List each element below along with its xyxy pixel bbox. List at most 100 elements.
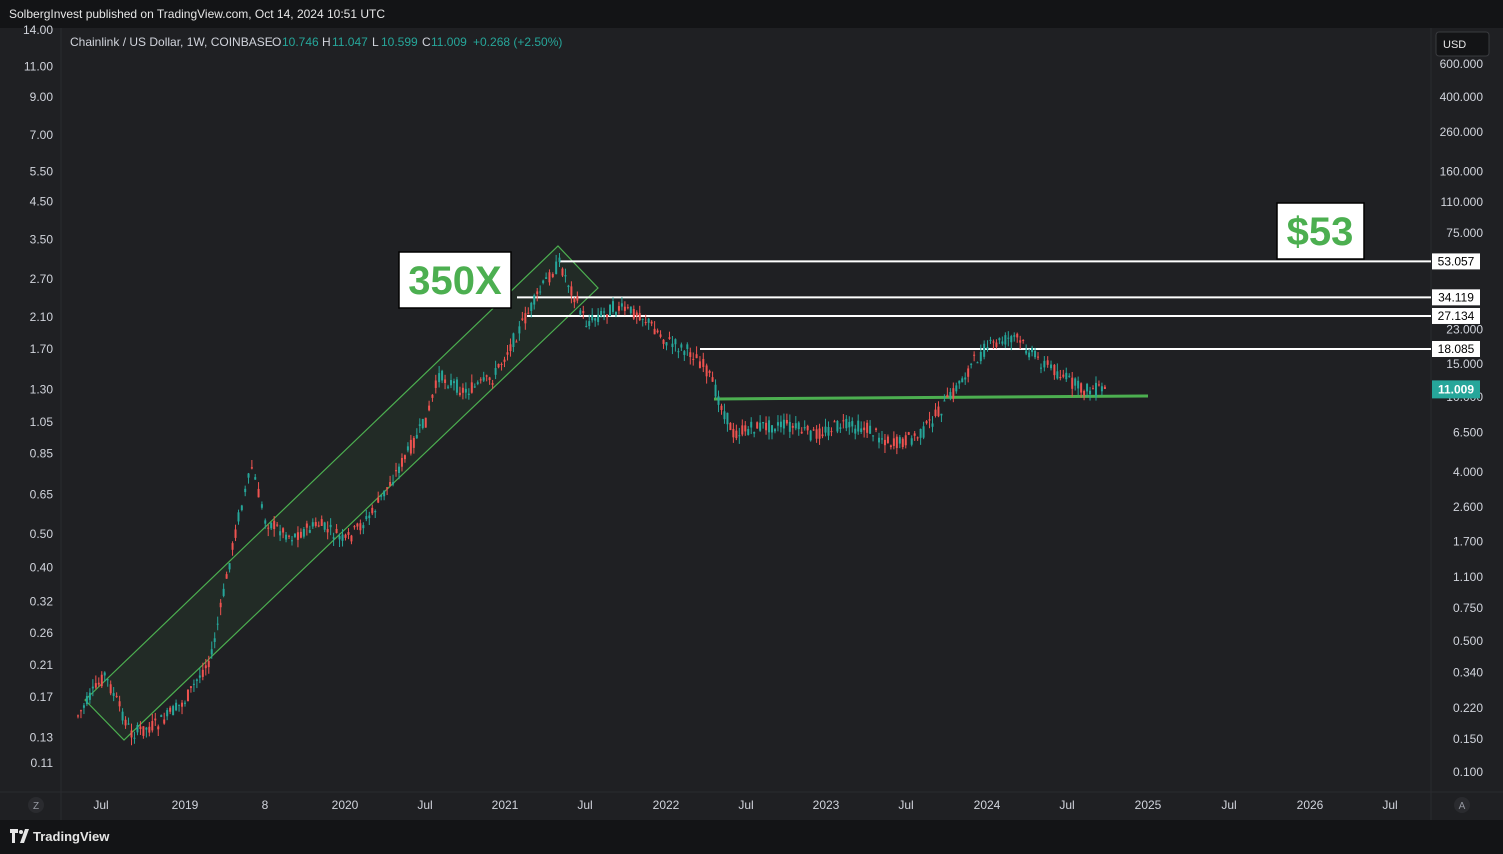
candle-body	[711, 377, 714, 382]
candle-body	[488, 377, 491, 381]
candle-body	[521, 318, 524, 320]
candle-body	[617, 306, 620, 311]
candle-body	[509, 344, 512, 351]
candle-body	[671, 343, 674, 348]
candle-body	[418, 424, 421, 426]
candle-body	[910, 438, 913, 445]
candle-body	[527, 312, 530, 314]
candle-body	[273, 520, 276, 530]
candle-body	[94, 683, 97, 688]
candle-body	[606, 314, 609, 318]
candle-body	[680, 344, 683, 348]
time-axis[interactable]: Jul 2019 8 2020 Jul 2021 Jul 2022 Jul 2023 Jul 2024…	[93, 798, 1397, 812]
right-tick-label: 400.000	[1440, 90, 1484, 104]
candle-body	[756, 422, 759, 429]
candle-body	[729, 422, 732, 431]
candle-body	[827, 427, 830, 436]
candle-body	[702, 358, 705, 367]
candle-body	[937, 406, 940, 417]
candle-body	[133, 737, 136, 739]
candle-body	[365, 516, 368, 520]
candle-body	[717, 396, 720, 405]
candle-body	[314, 522, 317, 526]
low-label: L	[372, 35, 379, 49]
candle-body	[368, 515, 371, 519]
left-price-axis[interactable]: 14.00 11.00 9.00 7.00 5.50 4.50 3.50 2.70 2.10 1.…	[23, 23, 53, 770]
candle-body	[665, 342, 668, 346]
candle-body	[112, 693, 115, 696]
candle-body	[142, 726, 145, 736]
time-tick-label: 2022	[653, 798, 680, 812]
candle-body	[282, 528, 285, 533]
candle-body	[240, 505, 243, 511]
candle-body	[629, 306, 632, 314]
candle-body	[250, 467, 253, 469]
time-tick-label: Jul	[93, 798, 108, 812]
candle-body	[494, 368, 497, 375]
left-tick-label: 14.00	[23, 23, 53, 37]
publisher-line: SolbergInvest published on TradingView.c…	[9, 7, 386, 21]
candle-body	[1034, 350, 1037, 358]
candle-body	[872, 435, 875, 437]
candle-body	[344, 534, 347, 538]
gain-text: 350X	[408, 259, 502, 303]
candle-body	[836, 420, 839, 432]
candle-body	[686, 344, 689, 349]
left-tick-label: 2.70	[30, 272, 54, 286]
candle-body	[922, 426, 925, 438]
candle-body	[970, 363, 973, 365]
candle-body	[210, 649, 213, 655]
candle-body	[438, 373, 441, 383]
candle-body	[839, 427, 842, 429]
candle-body	[973, 354, 976, 356]
candle-body	[800, 431, 803, 434]
candle-body	[1004, 335, 1007, 345]
candle-body	[323, 522, 326, 530]
right-price-axis[interactable]: 600.000 400.000 260.000 160.000 110.000 75.00…	[1440, 57, 1484, 779]
candle-body	[1028, 352, 1031, 358]
publisher-bar: SolbergInvest published on TradingView.c…	[0, 0, 1503, 28]
level-badge	[1432, 289, 1480, 306]
candle-body	[875, 428, 878, 430]
candle-body	[821, 434, 824, 437]
candle-body	[264, 520, 267, 524]
auto-scale-button[interactable]: A	[1454, 797, 1470, 813]
tradingview-logo-icon	[10, 829, 29, 843]
candle-body	[398, 466, 400, 473]
candle-body	[952, 388, 955, 399]
left-tick-label: 1.30	[30, 382, 54, 396]
right-tick-label: 0.100	[1453, 765, 1483, 779]
candle-body	[320, 519, 323, 526]
candle-body	[750, 421, 753, 428]
candle-body	[542, 280, 545, 283]
candle-body	[741, 425, 744, 435]
candle-body	[434, 380, 437, 388]
candle-body	[341, 534, 344, 541]
right-tick-label: 160.000	[1440, 165, 1484, 179]
candle-body	[623, 306, 626, 311]
candle-body	[441, 370, 444, 381]
log-scale-button[interactable]: Z	[28, 797, 44, 813]
time-tick-label: 2019	[172, 798, 199, 812]
candle-body	[668, 337, 671, 339]
candle-body	[428, 405, 431, 411]
candle-body	[213, 638, 216, 642]
right-tick-label: 0.150	[1453, 732, 1483, 746]
candle-body	[139, 726, 142, 730]
candle-body	[359, 523, 362, 531]
time-tick-label: Jul	[1221, 798, 1236, 812]
candle-body	[225, 574, 228, 579]
candle-body	[234, 529, 237, 538]
candle-body	[983, 343, 986, 357]
candles	[77, 253, 1106, 746]
candle-body	[136, 724, 139, 733]
candle-body	[447, 386, 450, 388]
left-tick-label: 0.65	[30, 487, 54, 501]
candle-body	[558, 257, 561, 262]
candle-body	[698, 361, 701, 368]
candle-body	[1097, 384, 1100, 386]
candle-body	[594, 318, 597, 321]
currency-button[interactable]: USD	[1435, 31, 1490, 57]
candle-body	[762, 421, 765, 424]
